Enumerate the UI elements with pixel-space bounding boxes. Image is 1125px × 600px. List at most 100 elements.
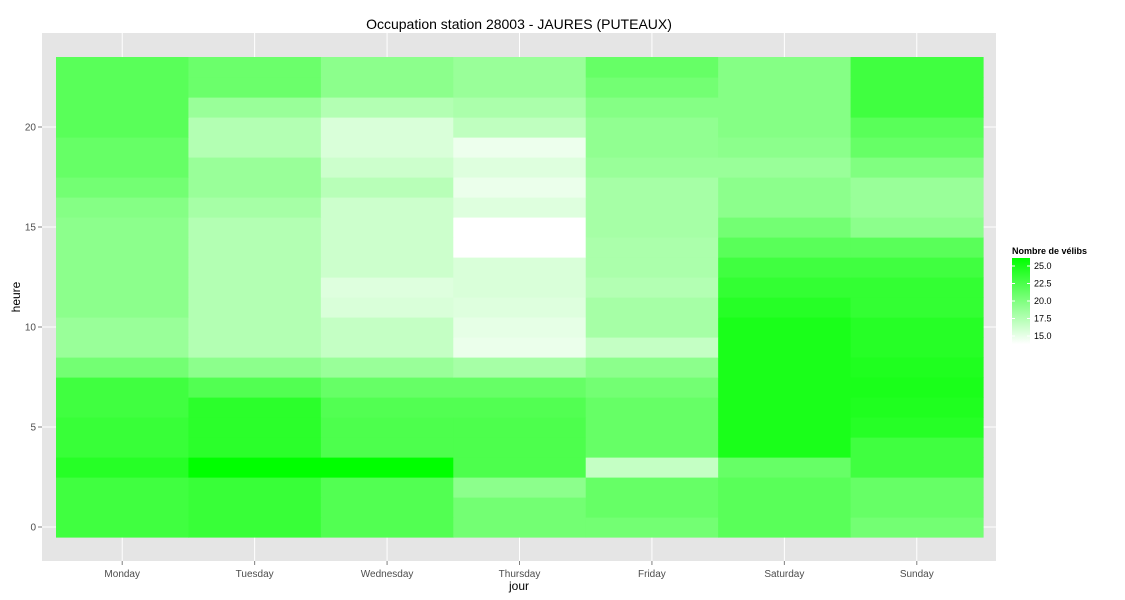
heatmap-cell	[585, 357, 719, 378]
heatmap-cell	[320, 477, 454, 498]
heatmap-cell	[320, 77, 454, 98]
heatmap-cell	[453, 477, 587, 498]
heatmap-cell	[56, 357, 190, 378]
heatmap-cell	[453, 57, 587, 78]
heatmap-cell	[850, 77, 984, 98]
heatmap-cell	[850, 457, 984, 478]
heatmap-cell	[56, 457, 190, 478]
heatmap-cell	[718, 337, 852, 358]
heatmap-cell	[585, 57, 719, 78]
heatmap-cell	[850, 177, 984, 198]
heatmap-cell	[320, 237, 454, 258]
legend-ticks: 25.0 22.5 20.0 17.5 15.0	[1012, 261, 1052, 341]
heatmap-cell	[320, 517, 454, 538]
heatmap-cell	[320, 117, 454, 138]
heatmap-cell	[585, 337, 719, 358]
heatmap-cell	[188, 477, 322, 498]
heatmap-cell	[453, 437, 587, 458]
heatmap-cell	[850, 217, 984, 238]
heatmap-cell	[320, 437, 454, 458]
heatmap-cell	[585, 497, 719, 518]
heatmap-cell	[585, 137, 719, 158]
heatmap-cell	[188, 257, 322, 278]
heatmap-cell	[188, 497, 322, 518]
legend-color-bar	[1012, 258, 1030, 344]
heatmap-cell	[56, 217, 190, 238]
heatmap-cell	[585, 297, 719, 318]
heatmap-cell	[320, 257, 454, 278]
heatmap-cell	[585, 277, 719, 298]
heatmap-cell	[56, 237, 190, 258]
heatmap-cell	[320, 197, 454, 218]
heatmap-cell	[585, 397, 719, 418]
heatmap-cell	[453, 97, 587, 118]
heatmap-cell	[718, 497, 852, 518]
x-tick-label: Friday	[638, 569, 666, 580]
heatmap-cell	[718, 177, 852, 198]
heatmap-cell	[718, 457, 852, 478]
legend-label: 20.0	[1034, 296, 1052, 306]
heatmap-cell	[56, 477, 190, 498]
heatmap-cell	[188, 157, 322, 178]
x-axis-title: jour	[508, 579, 529, 593]
heatmap-cell	[585, 517, 719, 538]
y-tick-label: 5	[30, 423, 36, 434]
heatmap-cell	[850, 337, 984, 358]
heatmap-cell	[188, 297, 322, 318]
heatmap-cell	[585, 437, 719, 458]
heatmap-cell	[453, 457, 587, 478]
heatmap-cell	[850, 257, 984, 278]
heatmap-cell	[188, 277, 322, 298]
y-tick-label: 0	[30, 523, 36, 534]
heatmap-cell	[453, 337, 587, 358]
heatmap-cell	[718, 57, 852, 78]
heatmap-cell	[585, 257, 719, 278]
heatmap-cell	[850, 417, 984, 438]
heatmap-cell	[718, 517, 852, 538]
heatmap-cells	[56, 57, 984, 538]
heatmap-cell	[850, 317, 984, 338]
heatmap-cell	[188, 117, 322, 138]
heatmap-cell	[585, 317, 719, 338]
heatmap-cell	[718, 277, 852, 298]
heatmap-cell	[850, 277, 984, 298]
heatmap-cell	[56, 57, 190, 78]
heatmap-cell	[453, 217, 587, 238]
heatmap-cell	[585, 197, 719, 218]
heatmap-cell	[850, 437, 984, 458]
heatmap-cell	[453, 317, 587, 338]
heatmap-cell	[56, 337, 190, 358]
heatmap-cell	[585, 237, 719, 258]
heatmap-cell	[718, 77, 852, 98]
heatmap-cell	[56, 197, 190, 218]
heatmap-cell	[585, 477, 719, 498]
heatmap-cell	[850, 97, 984, 118]
heatmap-cell	[453, 197, 587, 218]
heatmap-cell	[718, 237, 852, 258]
x-tick-label: Tuesday	[236, 569, 274, 580]
heatmap-cell	[188, 97, 322, 118]
heatmap-cell	[718, 117, 852, 138]
legend-label: 22.5	[1034, 279, 1052, 289]
heatmap-cell	[188, 177, 322, 198]
color-legend: Nombre de vélibs 25.0 22.5 20.0 17.5 15.0	[1012, 246, 1087, 344]
heatmap-cell	[850, 477, 984, 498]
heatmap-cell	[188, 377, 322, 398]
heatmap-cell	[188, 217, 322, 238]
heatmap-cell	[718, 257, 852, 278]
heatmap-cell	[453, 237, 587, 258]
x-axis: Monday Tuesday Wednesday Thursday Friday Satu…	[104, 561, 934, 580]
heatmap-cell	[56, 377, 190, 398]
heatmap-cell	[585, 417, 719, 438]
heatmap-cell	[188, 77, 322, 98]
heatmap-cell	[320, 297, 454, 318]
heatmap-cell	[453, 177, 587, 198]
heatmap-cell	[585, 77, 719, 98]
heatmap-cell	[453, 377, 587, 398]
heatmap-cell	[320, 137, 454, 158]
heatmap-cell	[718, 217, 852, 238]
y-tick-label: 15	[25, 223, 37, 234]
heatmap-cell	[850, 237, 984, 258]
heatmap-cell	[320, 97, 454, 118]
